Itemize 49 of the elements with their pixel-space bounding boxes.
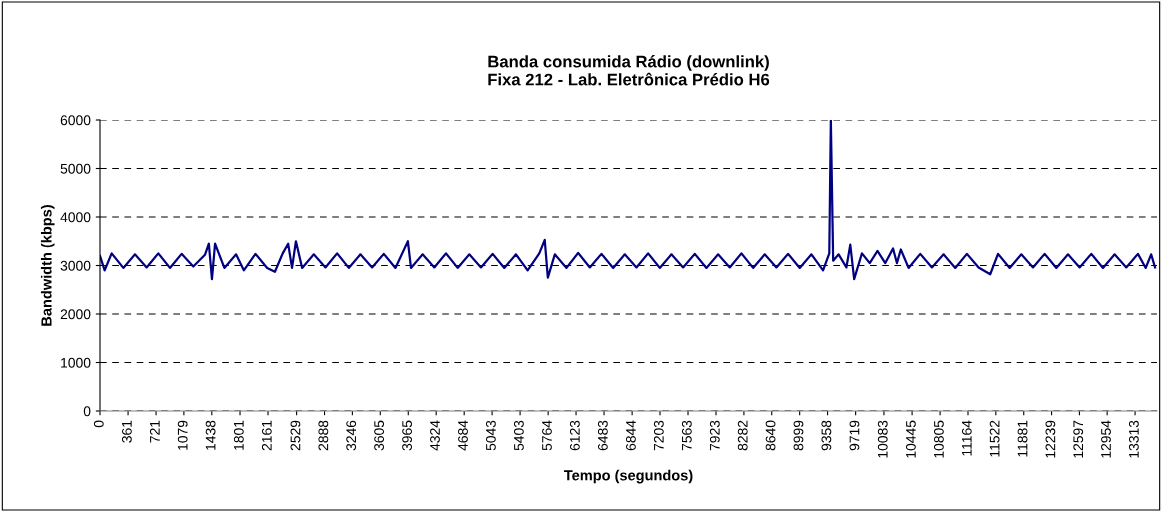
x-tick-label: 8282 <box>737 420 748 451</box>
y-tick-label: 3000 <box>60 260 91 271</box>
x-tick-label: 5043 <box>485 420 496 451</box>
x-tick-label: 10445 <box>905 420 916 458</box>
x-tick-label: 12239 <box>1045 420 1056 458</box>
x-tick-label: 8640 <box>765 420 776 451</box>
x-tick-label: 0 <box>93 420 104 428</box>
x-tick-label: 4684 <box>458 420 468 451</box>
x-tick-label: 2888 <box>318 420 329 451</box>
x-tick-label: 7563 <box>681 420 692 451</box>
x-tick-label: 12597 <box>1073 420 1084 458</box>
x-axis-title: Tempo (segundos) <box>563 469 693 484</box>
x-tick-label: 11522 <box>989 420 1000 457</box>
x-tick-label: 10805 <box>933 420 944 458</box>
x-tick-label: 5764 <box>542 420 552 451</box>
x-tick-label: 13313 <box>1128 420 1139 458</box>
x-tick-label: 2529 <box>290 420 301 451</box>
x-tick-label: 7203 <box>653 420 664 451</box>
y-tick-label: 5000 <box>60 163 91 174</box>
x-tick-label: 11881 <box>1017 420 1028 457</box>
x-tick-label: 11164 <box>961 420 972 456</box>
x-tick-label: 9358 <box>821 420 832 451</box>
x-tick-label: 6844 <box>626 420 636 451</box>
x-tick-label: 6483 <box>597 420 608 451</box>
x-tick-label: 3965 <box>402 420 412 451</box>
x-tick-label: 1801 <box>233 420 244 450</box>
x-tick-label: 7923 <box>709 420 720 451</box>
x-tick-label: 3246 <box>346 420 357 451</box>
x-tick-label: 4324 <box>430 420 440 451</box>
x-tick-label: 6123 <box>569 420 580 451</box>
x-tick-label: 2161 <box>261 420 272 451</box>
x-tick-label: 10083 <box>877 420 888 458</box>
x-tick-label: 721 <box>149 420 160 443</box>
chart-title: Banda consumida Rádio (downlink) Fixa 212 - Lab. Eletrônica Prédio H6 <box>488 55 770 86</box>
line-series <box>100 120 1157 281</box>
y-tick-label: 2000 <box>60 309 91 320</box>
x-tick-label: 1079 <box>177 420 188 450</box>
x-tick-label: 361 <box>121 420 132 443</box>
x-tick-label: 1438 <box>205 420 216 450</box>
x-tick-label: 9719 <box>849 420 860 451</box>
x-tick-label: 5403 <box>513 420 524 451</box>
y-tick-label: 4000 <box>60 212 91 223</box>
y-axis-title: Bandwidth (kbps) <box>40 205 55 326</box>
y-tick-label: 0 <box>83 406 91 417</box>
x-tick-label: 12954 <box>1101 420 1111 458</box>
x-tick-label: 3605 <box>374 420 385 451</box>
y-tick-label: 1000 <box>61 357 91 368</box>
x-tick-label: 8999 <box>793 420 804 451</box>
y-tick-label: 6000 <box>60 115 91 126</box>
